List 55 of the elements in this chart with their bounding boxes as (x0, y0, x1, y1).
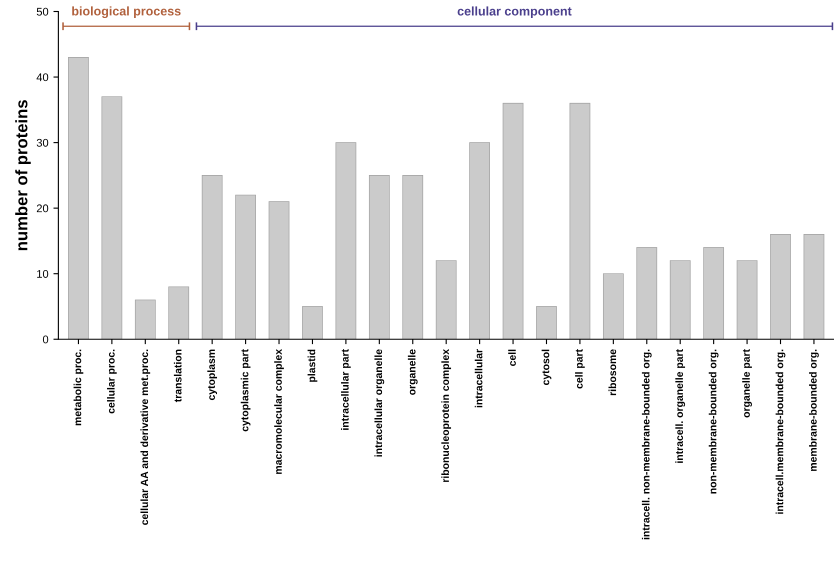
bar (602, 273, 624, 340)
x-tick-label: organelle part (742, 349, 752, 418)
x-tick-label: intracell. non-membrane-bounded org. (642, 350, 652, 540)
bar (502, 102, 524, 340)
x-tick-label: intracell.membrane-bounded org. (776, 350, 786, 514)
bar (235, 194, 256, 340)
bar (736, 260, 758, 340)
bar (302, 306, 323, 340)
bar (670, 260, 691, 340)
x-tick-label: intracellular (474, 349, 482, 408)
bar (168, 286, 190, 340)
x-tick-label: non-membrane-bounded org. (708, 350, 719, 494)
bar (570, 102, 590, 340)
x-tick-label: ribosome (608, 349, 616, 396)
x-tick-label: translation (174, 350, 182, 402)
y-tick-label: 30 (36, 138, 48, 147)
x-tick-label: cytoplasm (207, 350, 218, 400)
bar (336, 142, 356, 340)
bar (368, 175, 390, 340)
bar (402, 175, 424, 340)
bar (134, 300, 156, 340)
x-tick-label: cellular AA and derivative met.proc. (140, 350, 150, 525)
x-tick-label: organelle (408, 349, 418, 395)
bar (636, 247, 658, 340)
bar (101, 96, 122, 340)
x-tick-label: ribonucleoprotein complex (441, 349, 452, 482)
bar (436, 260, 457, 340)
x-tick-label: macromolecular complex (274, 349, 284, 474)
bar (68, 57, 89, 340)
bar (268, 201, 290, 340)
x-tick-label: intracellular part (341, 349, 351, 430)
x-tick-label: intracellular organelle (374, 349, 384, 456)
y-tick-label: 10 (37, 270, 48, 278)
x-tick-label: metabolic proc. (74, 350, 84, 426)
x-tick-label: cell (508, 350, 516, 366)
annotation: biological process (72, 6, 181, 18)
x-tick-label: cellular proc. (107, 350, 117, 414)
bar (469, 142, 490, 340)
y-tick-label: 50 (36, 8, 48, 16)
x-tick-label: cell part (575, 349, 585, 389)
x-tick-label: cytosol (542, 350, 552, 386)
y-axis-title: number of proteins (15, 100, 31, 250)
bar (202, 175, 223, 340)
x-tick-label: cytoplasmic part (240, 349, 250, 432)
bar (804, 234, 824, 340)
bar (536, 306, 557, 340)
bar (703, 247, 724, 340)
annotation: cellular component (458, 6, 572, 18)
y-tick-label: 0 (42, 336, 48, 344)
x-tick-label: intracell. organelle part (675, 349, 686, 463)
y-tick-label: 40 (36, 73, 48, 82)
y-tick-label: 20 (36, 204, 48, 212)
x-tick-label: plastid (308, 350, 318, 382)
bar (770, 234, 791, 340)
x-tick-label: membrane-bounded org. (809, 350, 819, 471)
